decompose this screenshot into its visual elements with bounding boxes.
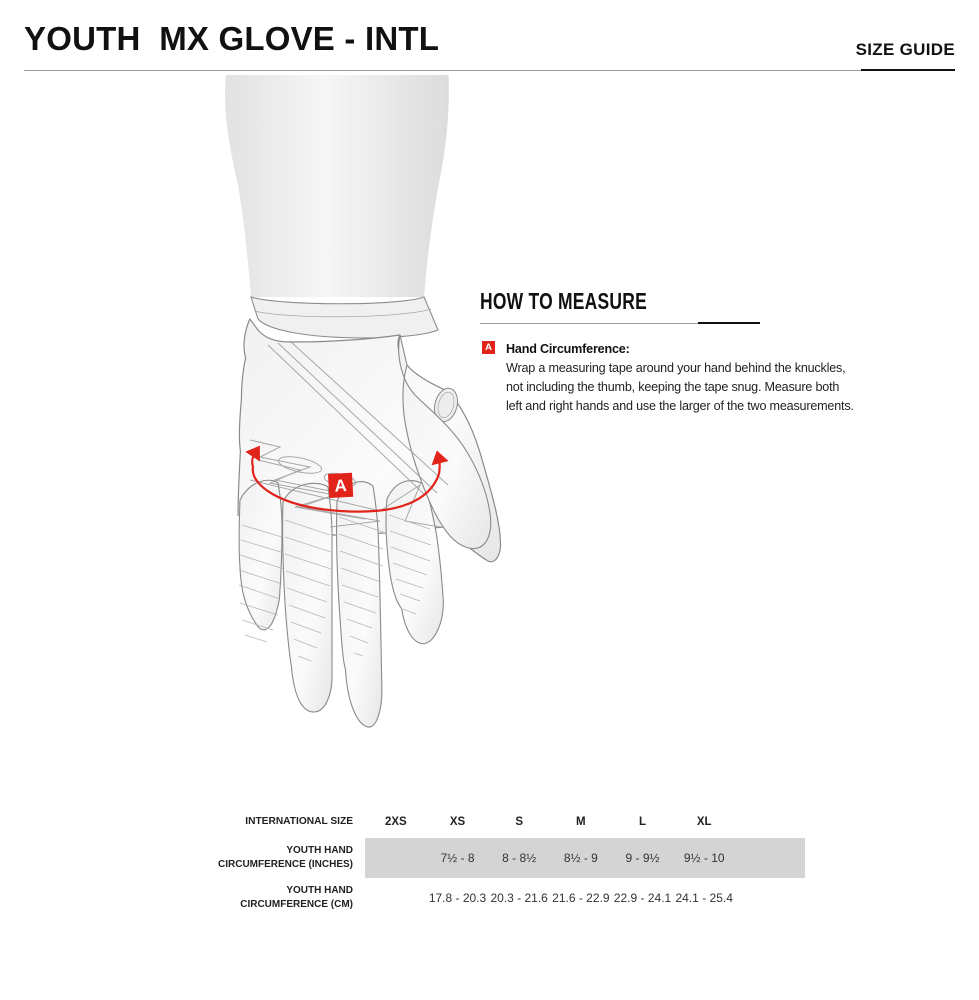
svg-text:A: A <box>334 476 347 496</box>
